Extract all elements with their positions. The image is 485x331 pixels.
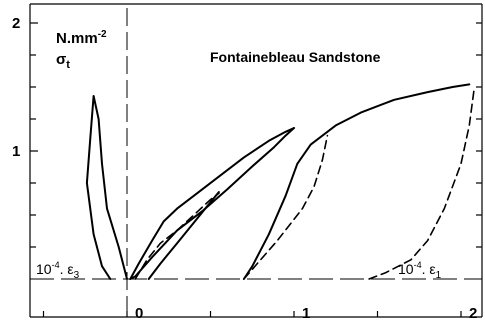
x-right-sub: 1 bbox=[436, 270, 442, 281]
y-symbol: σ bbox=[56, 51, 66, 68]
series-line-7 bbox=[368, 86, 476, 280]
x-left-exp: -4 bbox=[52, 260, 60, 270]
y-tick-label: 1 bbox=[12, 143, 20, 160]
y-symbol-sub: t bbox=[66, 59, 70, 71]
x-right-exp: -4 bbox=[414, 260, 422, 270]
y-symbol-label: σt bbox=[56, 51, 70, 71]
x-tick-label: 2 bbox=[469, 305, 477, 322]
x-right-symbol: . ε bbox=[422, 261, 436, 277]
x-left-symbol: . ε bbox=[60, 261, 74, 277]
series-line-2 bbox=[129, 127, 295, 280]
y-tick-label: 2 bbox=[12, 15, 20, 32]
series-line-6 bbox=[243, 134, 329, 280]
series-line-5 bbox=[134, 192, 220, 280]
y-ticks: 21 bbox=[12, 15, 482, 248]
x-ticks: 0 1 2 bbox=[42, 305, 477, 322]
series-line-8 bbox=[85, 95, 128, 280]
x-axis-label-right: 10-4. ε1 bbox=[398, 260, 442, 281]
series-layer bbox=[85, 83, 476, 280]
y-unit-text: N.mm bbox=[56, 30, 98, 47]
chart-title: Fontainebleau Sandstone bbox=[210, 49, 381, 65]
x-right-base: 10 bbox=[398, 261, 414, 277]
x-axis-label-left: 10-4. ε3 bbox=[36, 260, 80, 281]
series-line-3 bbox=[147, 191, 220, 280]
series-line-4 bbox=[242, 83, 471, 280]
y-axis-label: N.mm-2 σt bbox=[56, 29, 107, 71]
x-tick-label: 0 bbox=[135, 305, 143, 322]
x-left-base: 10 bbox=[36, 261, 52, 277]
plot-frame bbox=[29, 3, 483, 318]
y-unit-label: N.mm-2 bbox=[56, 29, 107, 47]
x-tick-label: 1 bbox=[302, 305, 310, 322]
series-line-1 bbox=[129, 127, 295, 280]
y-unit-exp: -2 bbox=[98, 29, 107, 40]
x-left-sub: 3 bbox=[74, 270, 80, 281]
